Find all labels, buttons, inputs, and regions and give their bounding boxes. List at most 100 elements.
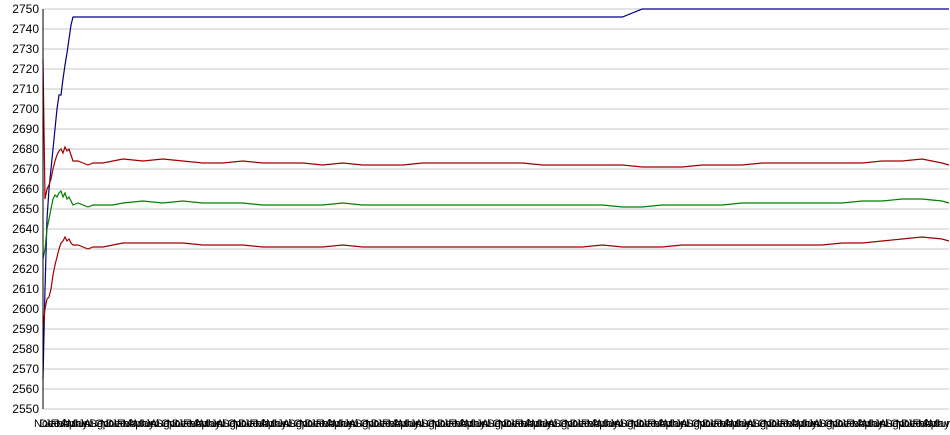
x-tick-label: Mar bbox=[852, 418, 871, 430]
y-tick-label: 2610 bbox=[12, 282, 39, 296]
grid-lines bbox=[43, 8, 949, 410]
y-tick-label: 2670 bbox=[12, 162, 39, 176]
x-tick-label: Mar bbox=[56, 418, 75, 430]
x-tick-label: May bbox=[796, 418, 817, 430]
x-tick-label: Feb bbox=[117, 418, 136, 430]
x-tick-label: Mar bbox=[653, 418, 672, 430]
x-tick-label: Dec bbox=[305, 418, 325, 430]
x-tick-label: Nov bbox=[498, 418, 518, 430]
x-tick-label: Oct bbox=[890, 418, 907, 430]
x-tick-label: Dec bbox=[835, 418, 855, 430]
x-tick-label: Jan bbox=[509, 418, 527, 430]
x-tick-label: Dec bbox=[371, 418, 391, 430]
x-tick-label: Apr bbox=[261, 418, 278, 430]
x-tick-label: Apr bbox=[923, 418, 940, 430]
x-tick-label: Sep bbox=[752, 418, 772, 430]
y-tick-label: 2640 bbox=[12, 222, 39, 236]
x-tick-label: Feb bbox=[448, 418, 467, 430]
x-tick-label: Aug bbox=[415, 418, 435, 430]
series-line-3 bbox=[42, 189, 950, 260]
y-tick-label: 2580 bbox=[12, 342, 39, 356]
x-tick-label: Dec bbox=[702, 418, 722, 430]
x-tick-label: Jul bbox=[211, 418, 225, 430]
x-tick-label: Mar bbox=[321, 418, 340, 430]
x-tick-label: Jun bbox=[139, 418, 157, 430]
x-tick-label: Mar bbox=[189, 418, 208, 430]
x-tick-label: Dec bbox=[238, 418, 258, 430]
x-tick-label: Sep bbox=[222, 418, 242, 430]
x-tick-label: Oct bbox=[360, 418, 377, 430]
x-tick-label: Nov bbox=[100, 418, 120, 430]
x-tick-label: Dec bbox=[172, 418, 192, 430]
x-tick-label: Aug bbox=[216, 418, 236, 430]
x-tick-label: Nov bbox=[697, 418, 717, 430]
x-tick-label: May bbox=[863, 418, 884, 430]
x-tick-label: Mar bbox=[454, 418, 473, 430]
x-tick-label: Oct bbox=[227, 418, 244, 430]
x-tick-label: Oct bbox=[493, 418, 510, 430]
x-tick-label: Jun bbox=[205, 418, 223, 430]
y-tick-label: 2660 bbox=[12, 182, 39, 196]
x-tick-label: Jul bbox=[78, 418, 92, 430]
y-tick-label: 2560 bbox=[12, 382, 39, 396]
x-tick-label: Feb bbox=[581, 418, 600, 430]
x-tick-label: Nov bbox=[365, 418, 385, 430]
x-tick-label: Oct bbox=[758, 418, 775, 430]
series-line-2 bbox=[42, 58, 950, 200]
y-tick-label: 2570 bbox=[12, 362, 39, 376]
x-tick-label: Dec bbox=[570, 418, 590, 430]
x-tick-label: May bbox=[929, 418, 950, 430]
x-tick-label: Aug bbox=[747, 418, 767, 430]
x-tick-label: Nov bbox=[763, 418, 783, 430]
x-tick-label: Mar bbox=[918, 418, 937, 430]
series-lines bbox=[42, 8, 950, 380]
x-tick-label: Sep bbox=[421, 418, 441, 430]
x-tick-label: Apr bbox=[791, 418, 808, 430]
x-tick-label: Jul bbox=[476, 418, 490, 430]
x-tick-label: Oct bbox=[426, 418, 443, 430]
y-tick-label: 2590 bbox=[12, 322, 39, 336]
x-tick-label: Jan bbox=[377, 418, 395, 430]
x-tick-label: Jan bbox=[907, 418, 925, 430]
x-tick-label: Feb bbox=[515, 418, 534, 430]
x-tick-label: Apr bbox=[459, 418, 476, 430]
x-tick-label: Nov bbox=[299, 418, 319, 430]
x-tick-label: Sep bbox=[288, 418, 308, 430]
x-tick-label: Aug bbox=[349, 418, 369, 430]
y-tick-label: 2550 bbox=[12, 402, 39, 416]
x-tick-label: May bbox=[200, 418, 221, 430]
y-tick-label: 2730 bbox=[12, 42, 39, 56]
x-tick-label: Feb bbox=[714, 418, 733, 430]
x-tick-label: Nov bbox=[167, 418, 187, 430]
x-tick-label: Jan bbox=[841, 418, 859, 430]
x-tick-label: Nov bbox=[830, 418, 850, 430]
y-axis-ticks: 2550 2560 2570 2580 2590 2600 2610 2620 2630 2640… bbox=[12, 2, 39, 416]
y-tick-label: 2680 bbox=[12, 142, 39, 156]
x-tick-label: Mar bbox=[719, 418, 738, 430]
x-tick-label: Mar bbox=[255, 418, 274, 430]
x-tick-label: Jan bbox=[642, 418, 660, 430]
x-tick-label: May bbox=[133, 418, 154, 430]
x-tick-label: Sep bbox=[885, 418, 905, 430]
x-tick-label: Nov bbox=[233, 418, 253, 430]
x-tick-label: Feb bbox=[382, 418, 401, 430]
x-tick-label: Jul bbox=[343, 418, 357, 430]
x-tick-label: Aug bbox=[879, 418, 899, 430]
x-tick-label: Jan bbox=[244, 418, 262, 430]
x-tick-label: Jun bbox=[470, 418, 488, 430]
x-tick-label: Jan bbox=[575, 418, 593, 430]
x-tick-label: Mar bbox=[586, 418, 605, 430]
x-tick-label: Apr bbox=[393, 418, 410, 430]
x-tick-label: Sep bbox=[818, 418, 838, 430]
x-tick-label: May bbox=[266, 418, 287, 430]
y-tick-label: 2600 bbox=[12, 302, 39, 316]
x-tick-label: Apr bbox=[194, 418, 211, 430]
x-tick-label: Apr bbox=[327, 418, 344, 430]
x-tick-label: May bbox=[67, 418, 88, 430]
x-tick-label: May bbox=[597, 418, 618, 430]
x-tick-label: Aug bbox=[283, 418, 303, 430]
x-tick-label: Apr bbox=[725, 418, 742, 430]
x-axis-ticks: NovDecJanFebMarAprMayJunJulAugSepOctNovD… bbox=[34, 418, 950, 430]
x-tick-label: Sep bbox=[553, 418, 573, 430]
